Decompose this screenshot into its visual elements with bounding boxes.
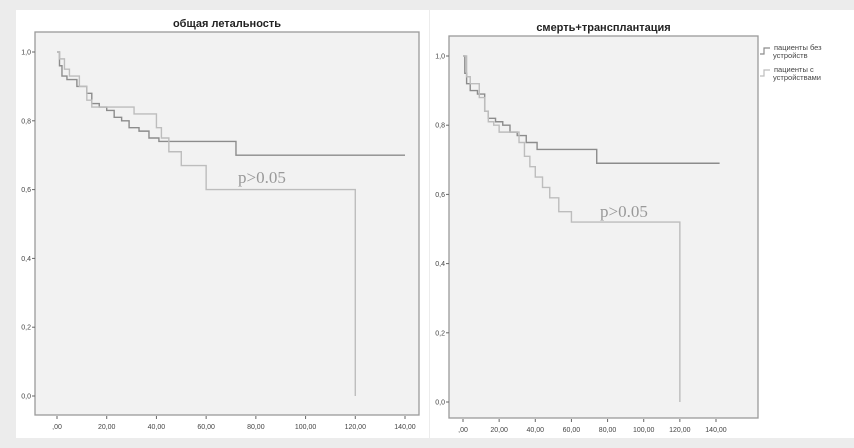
y-tick-label: 0,0 <box>435 400 445 407</box>
survival-curve-without-devices <box>57 51 405 156</box>
legend-label: пациенты без <box>774 43 822 52</box>
x-tick-label: ,00 <box>458 427 468 434</box>
y-tick-label: 0,2 <box>435 330 445 337</box>
x-tick-label: ,00 <box>52 424 62 431</box>
x-tick-label: 20,00 <box>490 427 508 434</box>
y-tick-label: 0,2 <box>21 325 31 332</box>
y-tick-label: 0,6 <box>435 192 445 199</box>
y-tick-label: 0,4 <box>21 256 31 263</box>
x-tick-label: 40,00 <box>148 424 166 431</box>
legend-line <box>760 47 770 55</box>
x-tick-label: 60,00 <box>197 424 215 431</box>
legend-label: пациенты с <box>774 65 814 74</box>
chart-title: смерть+трансплантация <box>536 22 670 34</box>
y-tick-label: 0,4 <box>435 261 445 268</box>
y-tick-label: 0,0 <box>21 394 31 401</box>
survival-curve-with-devices <box>463 55 681 402</box>
x-tick-label: 20,00 <box>98 424 116 431</box>
x-tick-label: 120,00 <box>669 427 691 434</box>
legend-line <box>760 69 770 77</box>
x-tick-label: 80,00 <box>247 424 265 431</box>
x-tick-label: 100,00 <box>633 427 655 434</box>
plot-area <box>448 35 759 419</box>
legend-label-cont: устройствами <box>773 73 821 82</box>
survival-curve-with-devices <box>57 51 356 396</box>
y-tick-label: 0,8 <box>435 123 445 130</box>
x-tick-label: 140,00 <box>705 427 727 434</box>
y-tick-label: 1,0 <box>21 50 31 57</box>
survival-curve-without-devices <box>463 55 720 164</box>
y-tick-label: 0,8 <box>21 118 31 125</box>
x-tick-label: 120,00 <box>345 424 367 431</box>
chart-title: общая летальность <box>173 18 281 30</box>
y-tick-label: 1,0 <box>435 54 445 61</box>
p-value-annotation: p>0.05 <box>600 202 648 221</box>
x-tick-label: 80,00 <box>599 427 617 434</box>
x-tick-label: 100,00 <box>295 424 317 431</box>
x-tick-label: 40,00 <box>527 427 545 434</box>
legend-label-cont: устройств <box>773 51 808 60</box>
plot-area <box>34 31 420 416</box>
p-value-annotation: p>0.05 <box>238 168 286 187</box>
y-tick-label: 0,6 <box>21 187 31 194</box>
x-tick-label: 60,00 <box>563 427 581 434</box>
x-tick-label: 140,00 <box>394 424 416 431</box>
